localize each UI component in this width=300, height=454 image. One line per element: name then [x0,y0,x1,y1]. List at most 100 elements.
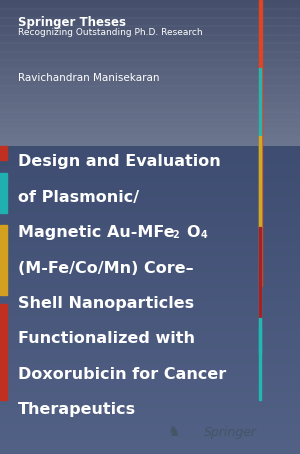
Bar [0,292,300,294]
Bar [0,173,300,174]
Bar [0,256,300,257]
Bar [0,385,300,386]
Bar [0,85,300,86]
Bar [0,102,300,103]
Bar [0,332,300,334]
Bar [0,160,300,162]
Bar [0,361,300,362]
Bar [0,380,300,381]
Bar [0,372,300,374]
Bar [0,421,300,422]
Bar [0,429,300,431]
Bar [0,358,300,359]
Bar [0,213,300,214]
Bar [0,419,300,420]
Text: ♞: ♞ [168,425,181,439]
Bar [0,193,300,194]
Bar [0,247,300,248]
Bar [0,234,300,235]
Bar [0,86,300,87]
Bar [0,28,300,29]
Bar [0,191,300,192]
Bar [0,447,300,448]
Bar [0,168,300,169]
Bar [0,349,300,350]
Bar [0,321,300,323]
Bar [0,176,300,177]
Bar [0,279,300,280]
Bar [0,352,300,354]
Bar [259,0,262,286]
Bar [0,190,300,191]
Bar [0,188,300,189]
Text: Design and Evaluation: Design and Evaluation [18,154,221,169]
Bar [0,279,300,280]
Bar [0,168,300,169]
Bar [0,347,300,348]
Bar [0,54,300,55]
Bar [0,430,300,431]
Bar [0,274,300,275]
Bar [0,90,300,91]
Bar [0,448,300,449]
Bar [0,88,300,89]
Bar [0,179,300,180]
Bar [0,123,300,124]
Bar [0,234,300,236]
Bar [0,149,300,150]
Bar [0,237,300,238]
Bar [0,235,300,236]
Bar [0,154,300,155]
Bar [0,145,300,146]
Bar [0,389,300,390]
Bar [0,151,300,152]
Bar [0,445,300,446]
Bar [0,272,300,274]
Text: Doxorubicin for Cancer: Doxorubicin for Cancer [18,367,226,382]
Bar [0,287,300,288]
Bar [0,311,300,312]
Bar [0,92,300,93]
Bar [0,39,300,40]
Bar [0,65,300,66]
Bar [0,75,300,76]
Bar [0,374,300,375]
Bar [0,17,300,18]
Bar [0,404,300,405]
Bar [0,119,300,120]
Bar [0,26,300,27]
Bar [0,240,300,241]
Bar [0,115,300,116]
Bar [0,66,300,67]
Bar [0,246,300,248]
Bar [0,410,300,411]
Bar [0,61,300,62]
Bar [0,367,300,368]
Text: of Plasmonic/: of Plasmonic/ [18,190,139,205]
Bar [0,321,300,322]
Bar [0,111,300,112]
Bar [0,402,300,403]
Bar [0,307,300,308]
Bar [0,269,300,270]
Bar [0,229,300,231]
Bar [0,186,300,188]
Bar [0,306,300,308]
Bar [0,411,300,412]
Bar [0,351,300,352]
Bar [0,257,300,258]
Bar [0,186,300,187]
Bar [0,153,300,154]
Bar [0,140,300,141]
Bar [0,126,300,127]
Bar [0,35,300,36]
Bar [0,451,300,452]
Bar [0,313,300,314]
Bar [0,108,300,109]
Bar [0,403,300,404]
Bar [0,76,300,77]
Bar [0,453,300,454]
Bar [0,180,300,181]
Bar [0,59,300,60]
Bar [0,285,300,286]
